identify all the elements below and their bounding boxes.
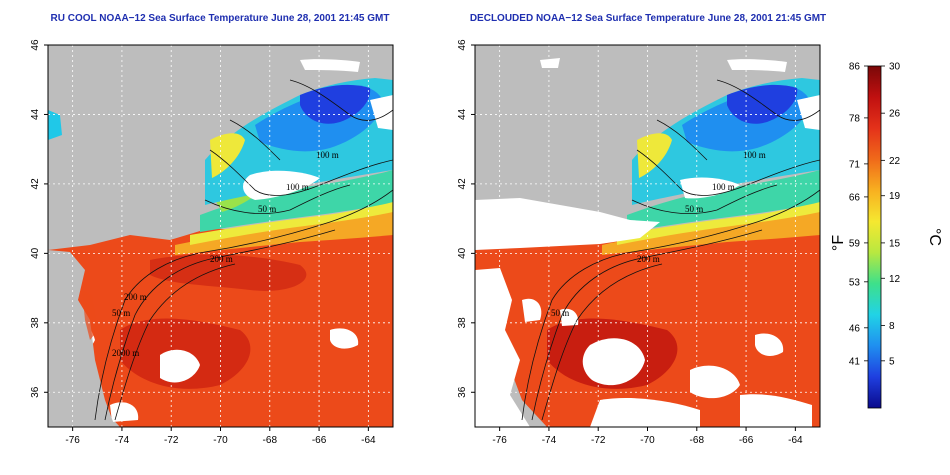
x-tick-label: -68 <box>263 435 278 446</box>
isobath-label: 200 m <box>124 292 147 302</box>
graticule-left <box>48 44 393 427</box>
isobath-label: 100 m <box>743 150 766 160</box>
isobath-label: 50 m <box>258 204 276 214</box>
x-tick-label: -64 <box>788 435 803 446</box>
y-tick-label: 42 <box>457 178 468 190</box>
colorbar-f-label: 53 <box>849 277 861 288</box>
colorbar-f-label: 78 <box>849 113 861 124</box>
isobath-label: 200 m <box>210 254 233 264</box>
y-tick-label: 44 <box>457 108 468 120</box>
y-tick-label: 38 <box>30 317 41 329</box>
x-tick-label: -66 <box>312 435 327 446</box>
x-tick-label: -72 <box>591 435 606 446</box>
x-tick-label: -68 <box>690 435 705 446</box>
axis-ticks-right: -76 -74 -72 -70 -68 -66 -64 36 38 40 42 44 46 <box>457 39 803 446</box>
colorbar-f-label: 41 <box>849 356 861 367</box>
colorbar-f-label: 86 <box>849 62 861 73</box>
colorbar-f-label: 71 <box>849 159 861 170</box>
colorbar-c-label: 12 <box>889 274 901 285</box>
colorbar-f-label: 46 <box>849 323 861 334</box>
colorbar-c-label: 26 <box>889 109 901 120</box>
isobath-label: 2000 m <box>112 348 139 358</box>
y-tick-label: 46 <box>457 39 468 51</box>
colorbar-c-label: 8 <box>889 321 895 332</box>
y-tick-label: 44 <box>30 108 41 120</box>
colorbar-c-label: 5 <box>889 356 895 367</box>
fahrenheit-label: °F <box>830 235 847 251</box>
x-tick-label: -66 <box>739 435 754 446</box>
x-tick-label: -74 <box>115 435 130 446</box>
colorbar-c-label: 30 <box>889 62 901 73</box>
axis-ticks-left: -76 -74 -72 -70 -68 -66 -64 36 38 40 42 44 46 <box>30 39 376 446</box>
colorbar-ticks: 86 78 71 66 59 53 46 41 30 26 22 19 15 12 8 5 <box>849 62 901 368</box>
x-tick-label: -70 <box>640 435 655 446</box>
isobath-label: 100 m <box>316 150 339 160</box>
sst-map-left <box>48 45 393 427</box>
y-tick-label: 36 <box>457 386 468 398</box>
y-tick-label: 42 <box>30 178 41 190</box>
x-tick-label: -74 <box>542 435 557 446</box>
panel-right-title: DECLOUDED NOAA−12 Sea Surface Temperatur… <box>470 13 826 24</box>
isobath-label: 100 m <box>712 182 735 192</box>
y-tick-label: 36 <box>30 386 41 398</box>
x-tick-label: -64 <box>361 435 376 446</box>
colorbar-c-label: 19 <box>889 191 901 202</box>
colorbar-c-label: 22 <box>889 156 901 167</box>
y-tick-label: 46 <box>30 39 41 51</box>
x-tick-label: -76 <box>65 435 80 446</box>
y-tick-label: 38 <box>457 317 468 329</box>
x-tick-label: -76 <box>492 435 507 446</box>
isobath-label: 50 m <box>551 308 569 318</box>
panel-left-title: RU COOL NOAA−12 Sea Surface Temperature … <box>51 13 390 24</box>
colorbar-c-label: 15 <box>889 238 901 249</box>
x-tick-label: -72 <box>164 435 179 446</box>
colorbar-f-label: 66 <box>849 192 861 203</box>
isobath-label: 50 m <box>112 308 130 318</box>
isobath-label: 100 m <box>286 182 309 192</box>
isobath-label: 200 m <box>637 254 660 264</box>
colorbar-f-label: 59 <box>849 238 861 249</box>
y-tick-label: 40 <box>30 247 41 259</box>
graticule-right <box>475 44 820 427</box>
y-tick-label: 40 <box>457 247 468 259</box>
x-tick-label: -70 <box>213 435 228 446</box>
isobath-label: 50 m <box>685 204 703 214</box>
colorbar <box>867 65 882 409</box>
celsius-label: °C <box>926 228 943 246</box>
